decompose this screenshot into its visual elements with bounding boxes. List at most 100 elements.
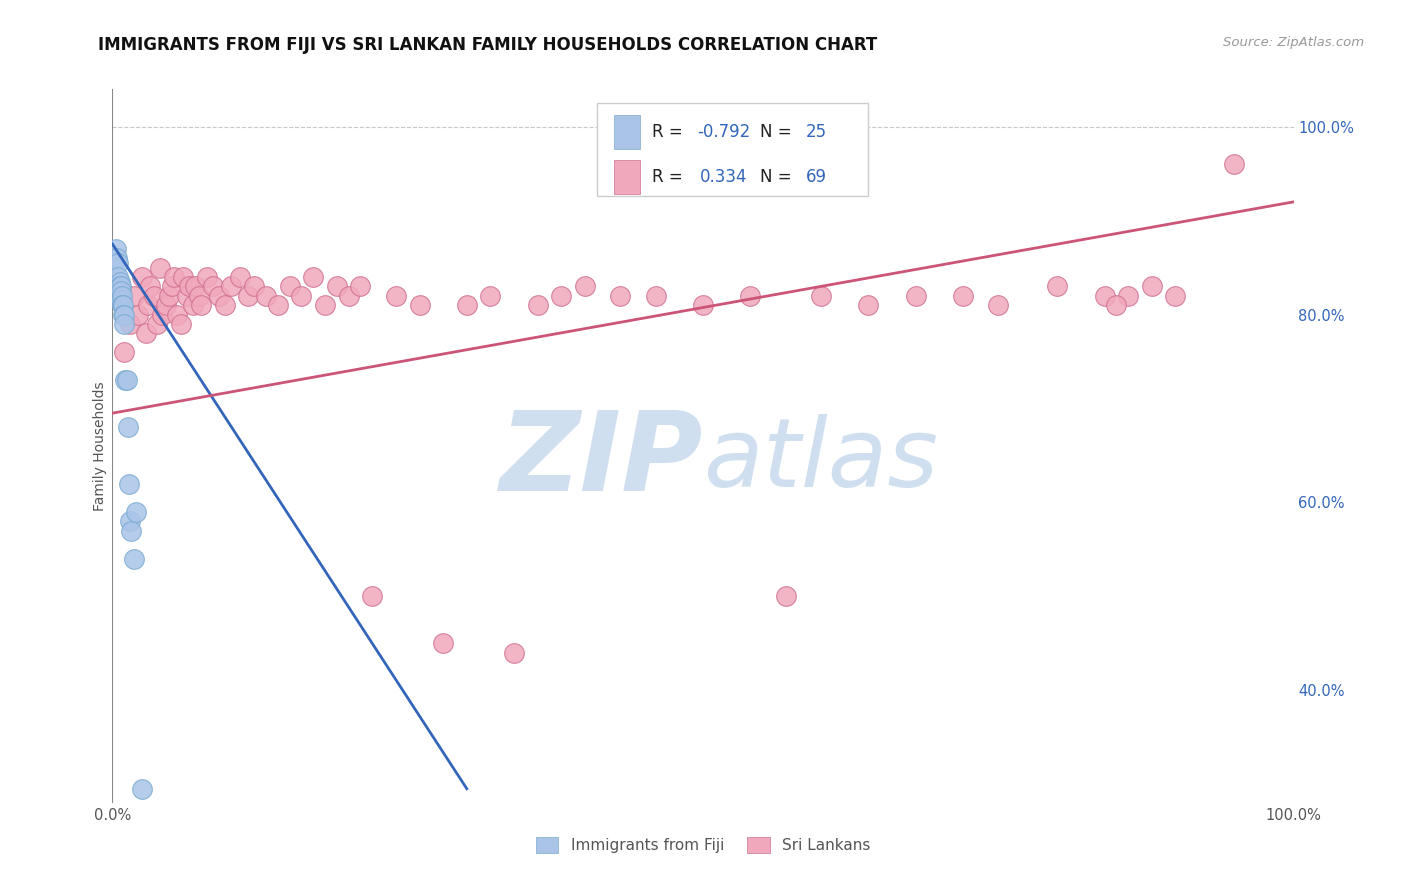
Point [479,289,502,303]
Point [108,279,131,293]
Point [160,279,183,293]
Point [574,279,596,293]
Point [108,289,131,303]
Point [163,270,186,285]
FancyBboxPatch shape [614,115,640,149]
Text: IMMIGRANTS FROM FIJI VS SRI LANKAN FAMILY HOUSEHOLDS CORRELATION CHART: IMMIGRANTS FROM FIJI VS SRI LANKAN FAMIL… [98,36,877,54]
Point [149,260,172,275]
Point [110,279,132,293]
Point [120,317,142,331]
Point [131,270,153,285]
Point [115,373,138,387]
Text: 25: 25 [806,123,827,141]
Point [644,289,666,303]
Point [184,279,207,293]
Point [172,270,194,285]
Point [385,289,408,303]
Point [1164,289,1187,303]
Text: atlas: atlas [703,414,938,507]
FancyBboxPatch shape [596,103,869,196]
Text: 69: 69 [806,168,827,186]
Point [314,298,336,312]
Point [107,270,129,285]
Point [187,289,209,303]
Point [208,289,231,303]
Point [740,289,762,303]
Point [150,308,173,322]
Point [136,298,159,312]
Point [107,256,129,270]
Point [131,781,153,796]
Point [112,345,135,359]
Point [243,279,266,293]
Point [337,289,360,303]
Point [105,251,128,265]
Point [110,293,132,308]
Point [278,279,301,293]
Text: 0.334: 0.334 [699,168,747,186]
Point [112,298,135,312]
Text: -0.792: -0.792 [697,123,751,141]
Point [166,308,188,322]
Point [326,279,349,293]
FancyBboxPatch shape [614,160,640,194]
Point [1105,298,1128,312]
Point [952,289,974,303]
Text: R =: R = [652,168,693,186]
Point [127,308,149,322]
Point [1116,289,1139,303]
Text: ZIP: ZIP [499,407,703,514]
Point [229,270,252,285]
Point [117,420,139,434]
Point [195,270,218,285]
Point [157,289,180,303]
Point [155,298,177,312]
Point [550,289,572,303]
Point [1223,157,1246,171]
Point [219,279,242,293]
Point [775,589,797,603]
Point [987,298,1010,312]
Point [142,289,165,303]
Point [1140,279,1163,293]
Point [108,275,131,289]
Point [146,317,169,331]
Point [349,279,371,293]
Point [456,298,478,312]
Point [302,270,325,285]
Text: Source: ZipAtlas.com: Source: ZipAtlas.com [1223,36,1364,49]
Point [810,289,832,303]
Text: N =: N = [759,123,797,141]
Point [526,298,548,312]
Point [267,298,290,312]
Point [181,298,204,312]
Point [176,289,198,303]
Point [214,298,236,312]
Point [179,279,201,293]
Point [609,289,631,303]
Point [122,551,145,566]
Point [408,298,430,312]
Point [254,289,277,303]
Point [1046,279,1069,293]
Y-axis label: Family Households: Family Households [93,381,107,511]
Legend: Immigrants from Fiji, Sri Lankans: Immigrants from Fiji, Sri Lankans [530,831,876,859]
Point [112,308,135,322]
Point [1094,289,1116,303]
Point [105,242,128,256]
Point [112,317,135,331]
Point [858,298,880,312]
Point [904,289,927,303]
Point [122,289,145,303]
Point [125,505,148,519]
Point [112,308,135,322]
Point [120,514,142,528]
Point [114,373,136,387]
Point [110,284,132,298]
Text: R =: R = [652,123,688,141]
Text: N =: N = [759,168,797,186]
Point [290,289,312,303]
Point [135,326,157,341]
Point [190,298,212,312]
Point [692,298,714,312]
